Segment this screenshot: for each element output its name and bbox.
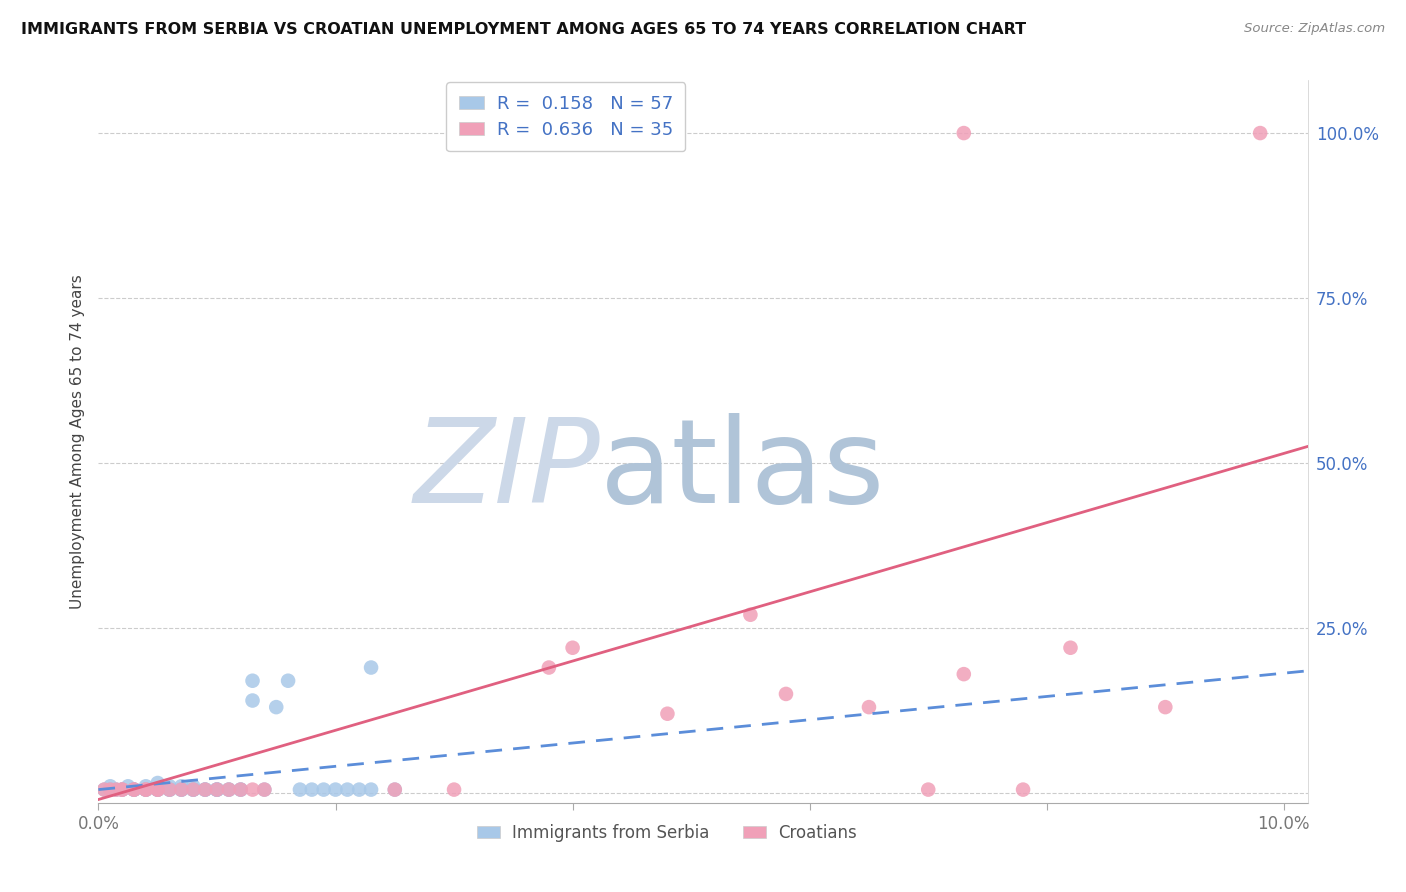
Point — [917, 782, 939, 797]
Text: atlas: atlas — [600, 413, 886, 528]
Point — [146, 782, 169, 797]
Point — [194, 782, 217, 797]
Point — [111, 782, 134, 797]
Point — [170, 782, 193, 797]
Point — [122, 782, 145, 797]
Point — [325, 782, 347, 797]
Point — [117, 780, 139, 794]
Point — [229, 782, 252, 797]
Point — [205, 782, 228, 797]
Point — [242, 693, 264, 707]
Point — [312, 782, 335, 797]
Point — [360, 782, 382, 797]
Point — [264, 700, 287, 714]
Point — [170, 782, 193, 797]
Point — [159, 782, 181, 797]
Point — [253, 782, 276, 797]
Point — [205, 782, 228, 797]
Point — [384, 782, 406, 797]
Point — [952, 126, 974, 140]
Point — [111, 782, 134, 797]
Point — [561, 640, 583, 655]
Point — [105, 782, 128, 797]
Point — [122, 782, 145, 797]
Point — [657, 706, 679, 721]
Point — [194, 782, 217, 797]
Point — [181, 782, 204, 797]
Point — [122, 782, 145, 797]
Point — [181, 782, 204, 797]
Point — [218, 782, 240, 797]
Point — [146, 776, 169, 790]
Point — [93, 782, 115, 797]
Point — [1012, 782, 1035, 797]
Point — [170, 782, 193, 797]
Point — [858, 700, 880, 714]
Point — [122, 782, 145, 797]
Point — [98, 782, 121, 797]
Point — [384, 782, 406, 797]
Point — [336, 782, 359, 797]
Point — [135, 780, 157, 794]
Point — [347, 782, 370, 797]
Point — [122, 782, 145, 797]
Point — [181, 780, 204, 794]
Point — [105, 782, 128, 797]
Point — [135, 782, 157, 797]
Point — [443, 782, 465, 797]
Point — [277, 673, 299, 688]
Point — [146, 782, 169, 797]
Point — [205, 782, 228, 797]
Point — [122, 782, 145, 797]
Point — [952, 667, 974, 681]
Point — [159, 782, 181, 797]
Point — [537, 660, 560, 674]
Point — [253, 782, 276, 797]
Point — [93, 782, 115, 797]
Legend: Immigrants from Serbia, Croatians: Immigrants from Serbia, Croatians — [471, 817, 863, 848]
Point — [1059, 640, 1081, 655]
Point — [146, 782, 169, 797]
Point — [98, 782, 121, 797]
Point — [205, 782, 228, 797]
Point — [159, 780, 181, 794]
Point — [229, 782, 252, 797]
Point — [111, 782, 134, 797]
Point — [146, 782, 169, 797]
Point — [288, 782, 311, 797]
Text: IMMIGRANTS FROM SERBIA VS CROATIAN UNEMPLOYMENT AMONG AGES 65 TO 74 YEARS CORREL: IMMIGRANTS FROM SERBIA VS CROATIAN UNEMP… — [21, 22, 1026, 37]
Y-axis label: Unemployment Among Ages 65 to 74 years: Unemployment Among Ages 65 to 74 years — [69, 274, 84, 609]
Point — [111, 782, 134, 797]
Point — [218, 782, 240, 797]
Point — [194, 782, 217, 797]
Point — [205, 782, 228, 797]
Point — [170, 780, 193, 794]
Point — [194, 782, 217, 797]
Point — [170, 782, 193, 797]
Point — [135, 782, 157, 797]
Point — [159, 782, 181, 797]
Point — [301, 782, 323, 797]
Point — [1154, 700, 1177, 714]
Point — [146, 782, 169, 797]
Point — [181, 782, 204, 797]
Point — [1249, 126, 1271, 140]
Point — [242, 673, 264, 688]
Text: ZIP: ZIP — [413, 413, 600, 527]
Point — [740, 607, 762, 622]
Point — [135, 782, 157, 797]
Point — [159, 782, 181, 797]
Point — [242, 782, 264, 797]
Point — [775, 687, 797, 701]
Point — [98, 780, 121, 794]
Point — [218, 782, 240, 797]
Point — [360, 660, 382, 674]
Point — [181, 782, 204, 797]
Point — [146, 782, 169, 797]
Point — [135, 782, 157, 797]
Text: Source: ZipAtlas.com: Source: ZipAtlas.com — [1244, 22, 1385, 36]
Point — [229, 782, 252, 797]
Point — [135, 782, 157, 797]
